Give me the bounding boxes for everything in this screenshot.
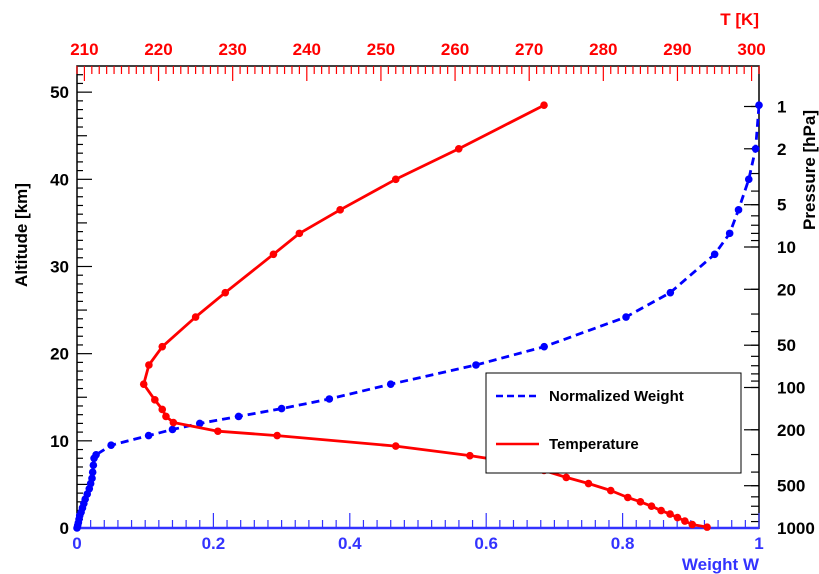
normalized-weight-point (622, 313, 630, 321)
pressure-tick-label-5: 5 (777, 196, 786, 215)
temperature-tick-label-210: 210 (70, 40, 98, 59)
temperature-axis: 210 220 230 240 250 260 270 280 290 300 (70, 40, 766, 81)
altitude-tick-label-0: 0 (60, 519, 69, 538)
pressure-tick-label-50: 50 (777, 336, 796, 355)
temperature-point (657, 506, 665, 515)
temperature-point (666, 510, 674, 518)
temperature-point (688, 520, 697, 529)
pressure-tick-label-1: 1 (777, 97, 786, 116)
temperature-point (673, 513, 682, 522)
pressure-axis-title: Pressure [hPa] (800, 110, 819, 230)
temperature-point (636, 498, 645, 506)
weight-axis: 0 0.2 0.4 0.6 0.8 1 (72, 513, 764, 553)
pressure-tick-label-200: 200 (777, 421, 805, 440)
normalized-weight-point (325, 395, 334, 403)
temperature-point (273, 431, 281, 440)
temperature-point (540, 101, 548, 110)
normalized-weight-point (386, 380, 395, 388)
normalized-weight-point (744, 175, 753, 184)
pressure-axis: 1 2 5 10 20 50 100 200 500 1000 (744, 97, 815, 538)
temperature-tick-label-270: 270 (515, 40, 543, 59)
temperature-point (269, 250, 278, 259)
altitude-tick-label-40: 40 (50, 170, 69, 189)
normalized-weight-point (277, 404, 286, 413)
temperature-point (214, 427, 222, 436)
altitude-axis-title: Altitude [km] (12, 183, 31, 287)
normalized-weight-point (234, 412, 243, 421)
normalized-weight-point (472, 361, 480, 369)
pressure-tick-label-100: 100 (777, 378, 805, 397)
normalized-weight-point (725, 229, 734, 238)
normalized-weight-point (107, 441, 115, 449)
temperature-point (139, 380, 148, 388)
legend-box (485, 372, 742, 474)
normalized-weight-point (88, 468, 97, 477)
legend-weight-label: Normalized Weight (549, 388, 684, 405)
normalized-weight-point (89, 461, 98, 470)
temperature-point (221, 288, 230, 297)
temperature-tick-label-260: 260 (441, 40, 469, 59)
normalized-weight-point (734, 206, 743, 214)
normalized-weight-point (88, 474, 96, 483)
temperature-tick-label-240: 240 (293, 40, 321, 59)
weight-tick-label-1: 1 (754, 534, 763, 553)
pressure-tick-label-500: 500 (777, 477, 805, 496)
altitude-tick-label-50: 50 (50, 83, 69, 102)
normalized-weight-point (168, 425, 177, 434)
temperature-point (623, 493, 632, 502)
temperature-tick-label-280: 280 (589, 40, 617, 59)
temperature-point (647, 502, 656, 511)
temperature-point (562, 473, 571, 482)
temperature-tick-label-290: 290 (663, 40, 691, 59)
pressure-tick-label-10: 10 (777, 238, 796, 257)
temperature-tick-label-220: 220 (144, 40, 172, 59)
temperature-point (191, 313, 200, 321)
temperature-point (681, 517, 689, 525)
normalized-weight-point (751, 145, 760, 153)
temperature-point (151, 396, 159, 404)
weight-tick-label-0-2: 0.2 (202, 534, 226, 553)
normalized-weight-point (144, 431, 153, 440)
temperature-tick-label-300: 300 (737, 40, 765, 59)
normalized-weight-point (92, 450, 100, 459)
pressure-tick-label-2: 2 (777, 140, 786, 159)
altitude-tick-label-10: 10 (50, 432, 69, 451)
weight-tick-label-0: 0 (72, 534, 81, 553)
normalized-weight-point (666, 288, 675, 297)
temperature-point (145, 361, 153, 369)
temperature-point (466, 451, 474, 460)
temperature-point (454, 145, 463, 153)
pressure-tick-label-20: 20 (777, 280, 796, 299)
temperature-point (336, 206, 344, 214)
altitude-axis: 0 10 20 30 40 50 (50, 74, 92, 538)
altitude-tick-label-20: 20 (50, 345, 69, 364)
temperature-axis-title: T [K] (720, 10, 759, 29)
temperature-point (158, 405, 167, 414)
pressure-tick-label-1000: 1000 (777, 519, 815, 538)
weight-tick-label-0-6: 0.6 (474, 534, 498, 553)
weight-axis-title: Weight W (682, 555, 760, 574)
temperature-point (158, 342, 167, 351)
temperature-point (391, 442, 400, 450)
temperature-point (703, 523, 711, 531)
temperature-point (169, 418, 178, 427)
temperature-tick-label-250: 250 (367, 40, 395, 59)
temperature-point (584, 479, 593, 488)
normalized-weight-point (710, 250, 719, 259)
temperature-tick-label-230: 230 (218, 40, 246, 59)
temperature-point (606, 486, 615, 495)
legend: Normalized Weight Temperature (485, 372, 742, 474)
weight-tick-label-0-4: 0.4 (338, 534, 362, 553)
normalized-weight-point (755, 101, 763, 110)
weight-tick-label-0-8: 0.8 (611, 534, 635, 553)
temperature-point (391, 175, 400, 184)
temperature-point (295, 229, 304, 238)
series-layer (73, 101, 763, 532)
legend-temperature-label: Temperature (549, 436, 639, 453)
altitude-tick-label-30: 30 (50, 257, 69, 276)
normalized-weight-point (540, 342, 548, 351)
normalized-weight-point (195, 419, 204, 428)
temperature-point (162, 412, 170, 421)
